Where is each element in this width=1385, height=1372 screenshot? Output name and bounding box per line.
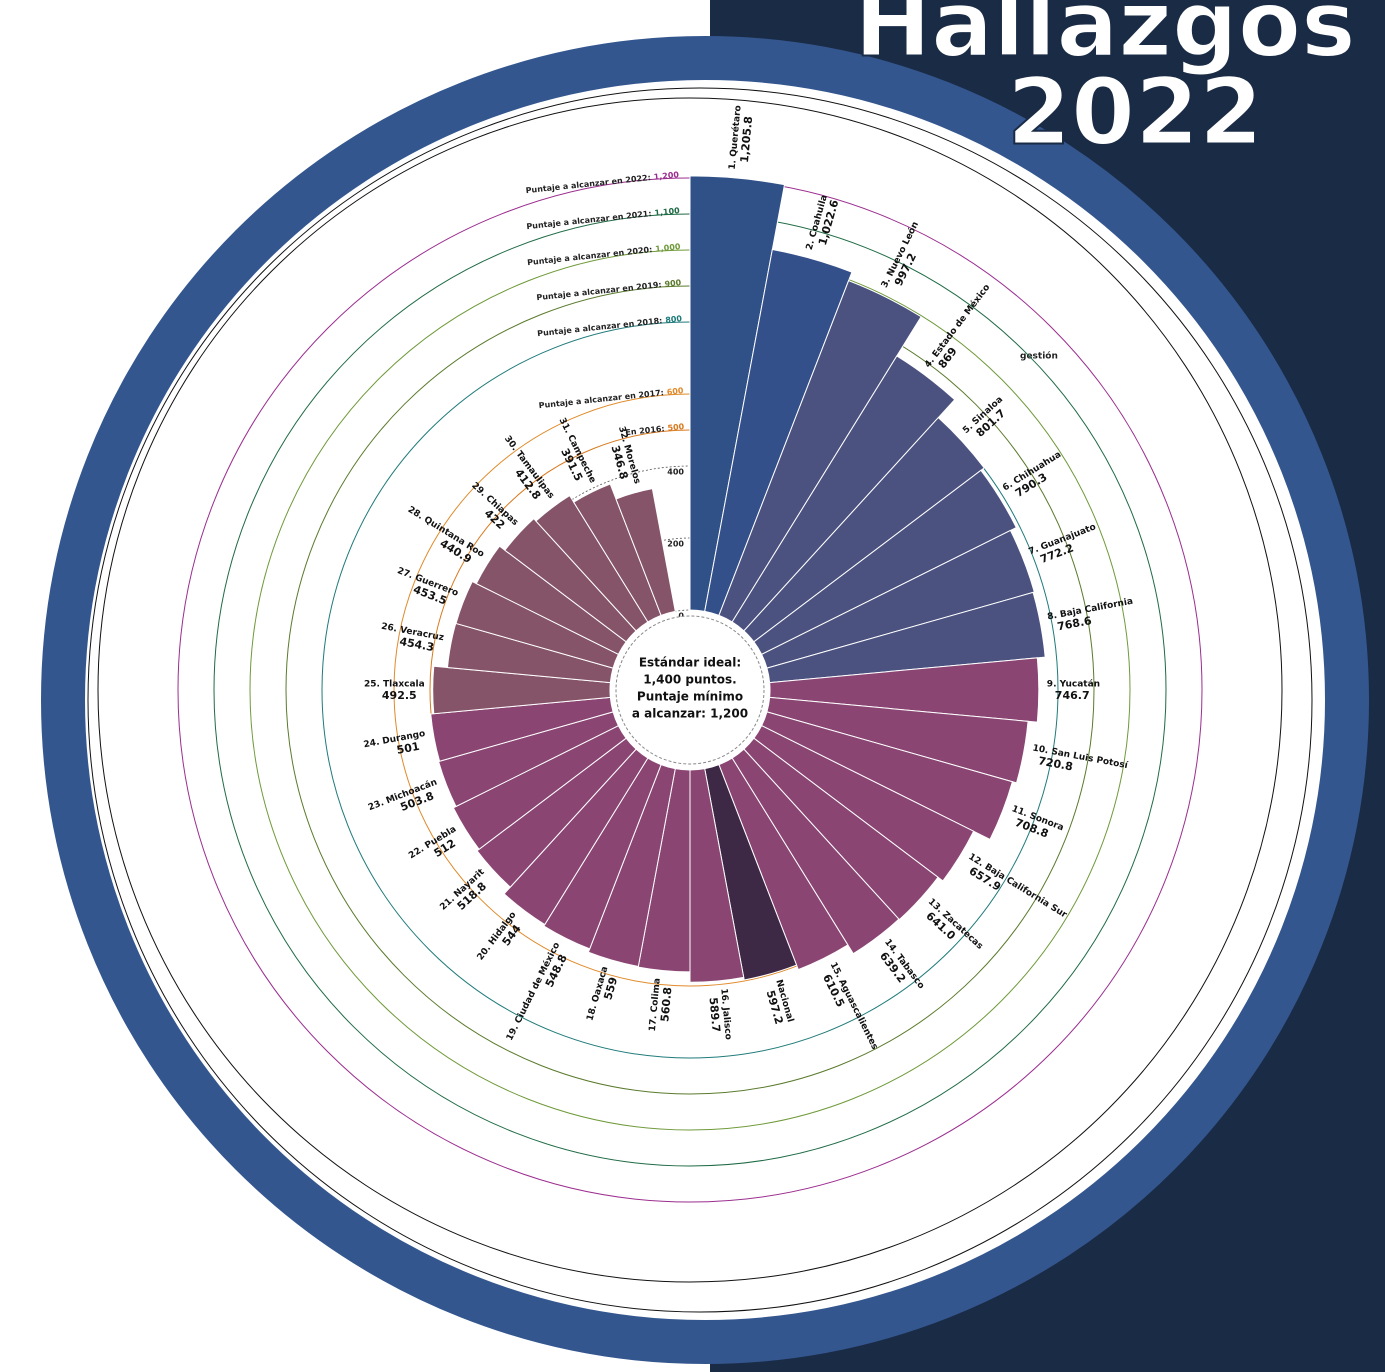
value-label: 589.7 [706,997,722,1033]
value-label: 454.3 [398,635,435,654]
center-line: a alcanzar: 1,200 [632,707,748,721]
bar [731,355,956,632]
bar [432,665,611,715]
bar [704,763,798,981]
bar [587,763,676,968]
category-label: 9. Yucatán [1047,680,1100,690]
bar [753,724,975,882]
bar [637,768,691,973]
bar [503,748,649,926]
reference-value: 1,000 [655,242,682,254]
bar [452,724,627,850]
category-label: 17. Colima [648,978,663,1032]
bars [430,175,1046,983]
value-label: 746.7 [1055,689,1090,702]
center-line: Estándar ideal: [639,656,741,670]
center-line: Puntaje mínimo [637,690,743,704]
center-text: Estándar ideal: 1,400 puntos. Puntaje míni… [632,656,748,721]
bar [743,737,939,921]
value-label: 768.6 [1056,614,1093,633]
bar [718,280,922,623]
bar [766,591,1046,684]
category-label: 16. Jalisco [718,988,733,1040]
bar [760,711,1013,841]
tick-label: 0 [678,612,684,621]
reference-value: 500 [667,422,685,433]
annotation: gestión [1020,351,1058,362]
bar [769,657,1040,723]
reference-value: 1,100 [654,206,681,218]
reference-value: 800 [665,314,683,325]
bar [689,175,786,612]
bar [704,248,853,617]
bar [718,757,849,971]
value-label: 560.8 [658,987,674,1023]
outer-circle [87,87,1313,1313]
bar [535,494,649,632]
center-circle [615,615,765,765]
value-label: 720.8 [1037,754,1074,773]
bar [437,711,620,808]
title: Hallazgos [854,0,1356,77]
bar [615,488,676,617]
value-label: 501 [396,740,421,757]
tick-label: 200 [667,540,684,549]
bar [476,737,637,888]
bar [689,768,745,983]
value-label: 559 [601,976,620,1002]
bar [475,545,627,656]
reference-value: 600 [666,386,684,397]
outer-circle [97,97,1283,1283]
title: 2022 [1007,58,1263,165]
bar [430,696,614,762]
reference-label-text: En 2016: [625,424,665,437]
bar [504,517,637,643]
bar [753,469,1017,656]
bar [760,529,1035,669]
value-label: 1,205.8 [738,116,755,164]
bar [543,757,662,950]
bar [743,416,985,643]
bar [731,748,900,955]
reference-label: En 2016: 500 [625,422,685,437]
reference-value: 900 [664,278,682,289]
reference-value: 1,200 [653,170,680,182]
bar [766,696,1029,784]
value-label: 492.5 [382,689,417,702]
category-label: 25. Tlaxcala [364,680,425,690]
bar [573,483,662,623]
bar [455,580,620,669]
center-line: 1,400 puntos. [643,673,737,687]
tick-label: 400 [667,468,684,477]
